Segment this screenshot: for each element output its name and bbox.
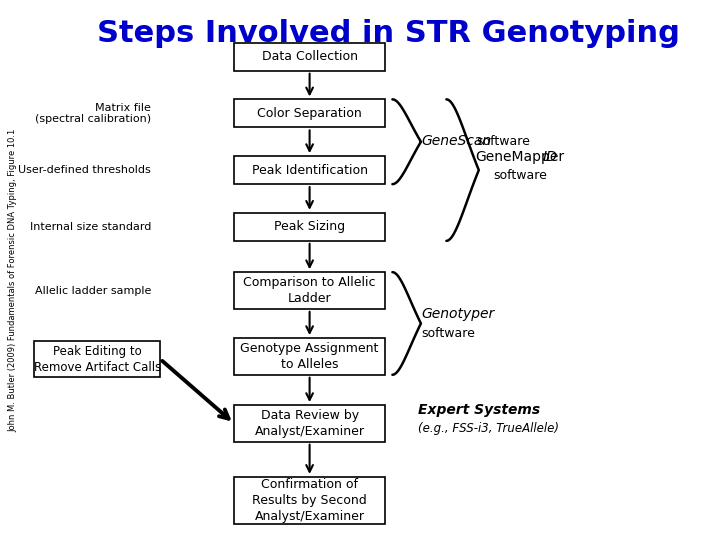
Text: Allelic ladder sample: Allelic ladder sample bbox=[35, 286, 151, 295]
FancyBboxPatch shape bbox=[234, 213, 385, 241]
Text: Peak Identification: Peak Identification bbox=[251, 164, 368, 177]
Text: Genotype Assignment
to Alleles: Genotype Assignment to Alleles bbox=[240, 342, 379, 371]
Text: User-defined thresholds: User-defined thresholds bbox=[19, 165, 151, 175]
FancyBboxPatch shape bbox=[234, 99, 385, 127]
Text: Comparison to Allelic
Ladder: Comparison to Allelic Ladder bbox=[243, 276, 376, 305]
Text: Confirmation of
Results by Second
Analyst/Examiner: Confirmation of Results by Second Analys… bbox=[252, 478, 367, 523]
Text: Matrix file
(spectral calibration): Matrix file (spectral calibration) bbox=[35, 103, 151, 124]
Text: Data Review by
Analyst/Examiner: Data Review by Analyst/Examiner bbox=[255, 409, 364, 438]
FancyBboxPatch shape bbox=[234, 477, 385, 524]
Text: ID: ID bbox=[542, 150, 557, 164]
Text: GeneMapper: GeneMapper bbox=[475, 150, 564, 164]
Text: Peak Sizing: Peak Sizing bbox=[274, 220, 345, 233]
Text: Data Collection: Data Collection bbox=[261, 50, 358, 63]
Text: Genotyper: Genotyper bbox=[421, 307, 495, 321]
Text: Expert Systems: Expert Systems bbox=[418, 403, 540, 417]
Text: software: software bbox=[493, 169, 547, 182]
FancyBboxPatch shape bbox=[234, 338, 385, 375]
Text: (e.g., FSS-i3, TrueAllele): (e.g., FSS-i3, TrueAllele) bbox=[418, 422, 559, 435]
Text: GeneScan: GeneScan bbox=[421, 134, 491, 149]
Text: Color Separation: Color Separation bbox=[257, 107, 362, 120]
Text: Steps Involved in STR Genotyping: Steps Involved in STR Genotyping bbox=[97, 19, 680, 48]
Text: software: software bbox=[476, 135, 530, 148]
Text: Peak Editing to
Remove Artifact Calls: Peak Editing to Remove Artifact Calls bbox=[34, 345, 161, 374]
FancyBboxPatch shape bbox=[234, 405, 385, 442]
Text: John M. Butler (2009) Fundamentals of Forensic DNA Typing, Figure 10.1: John M. Butler (2009) Fundamentals of Fo… bbox=[9, 129, 17, 433]
Text: Internal size standard: Internal size standard bbox=[30, 222, 151, 232]
FancyBboxPatch shape bbox=[234, 43, 385, 71]
FancyBboxPatch shape bbox=[234, 156, 385, 184]
Text: software: software bbox=[421, 327, 475, 340]
FancyBboxPatch shape bbox=[35, 341, 160, 377]
FancyBboxPatch shape bbox=[234, 272, 385, 309]
